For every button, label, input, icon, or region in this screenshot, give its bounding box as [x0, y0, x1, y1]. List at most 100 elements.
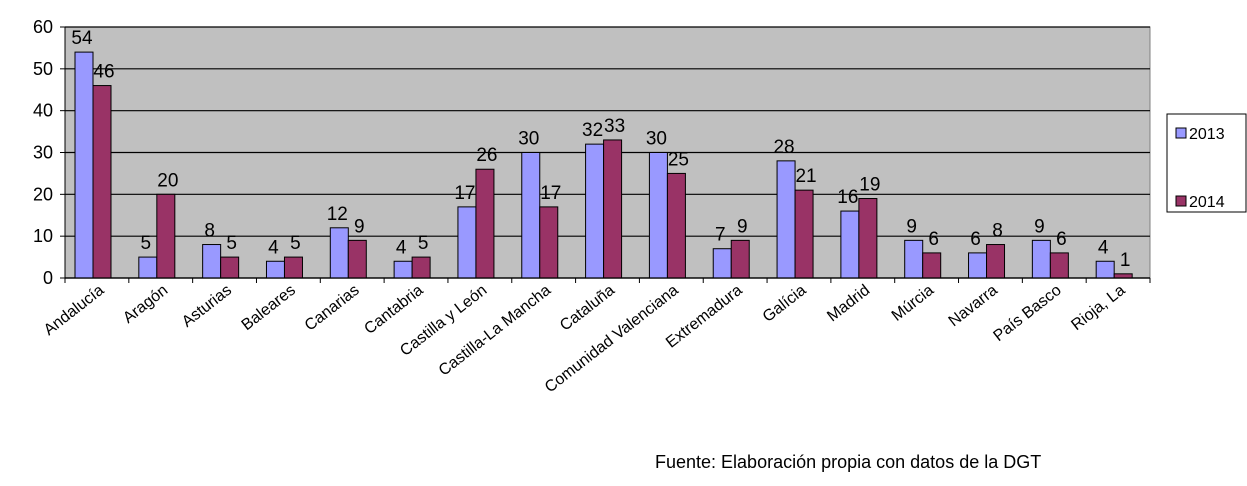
- bar-2013: [968, 252, 988, 279]
- data-label-2014: 5: [290, 233, 301, 254]
- y-tick-label: 40: [33, 101, 53, 121]
- legend-swatch-2013: [1175, 127, 1187, 139]
- x-tick-label: Cantabria: [361, 282, 426, 338]
- data-label-2013: 9: [1034, 216, 1045, 237]
- x-tick-label: País Basco: [990, 282, 1064, 345]
- y-tick-label: 20: [33, 184, 53, 204]
- data-label-2013: 30: [646, 129, 667, 150]
- legend-swatch-2014: [1175, 195, 1187, 207]
- y-tick-label: 30: [33, 143, 53, 163]
- bar-2013: [648, 152, 668, 279]
- data-label-2013: 4: [268, 237, 279, 258]
- data-label-2014: 19: [859, 175, 880, 196]
- data-label-2014: 6: [1056, 229, 1067, 250]
- data-label-2013: 17: [454, 183, 475, 204]
- bar-2013: [585, 143, 605, 279]
- bar-2014: [666, 172, 686, 279]
- data-label-2014: 5: [418, 233, 429, 254]
- bar-2013: [457, 206, 477, 279]
- data-label-2014: 6: [928, 229, 939, 250]
- x-tick-label: Cataluña: [557, 282, 618, 335]
- data-label-2014: 1: [1120, 250, 1131, 271]
- x-tick-label: Aragón: [120, 282, 171, 327]
- bar-2014: [922, 252, 942, 279]
- data-label-2014: 8: [992, 221, 1003, 242]
- data-label-2014: 33: [604, 116, 625, 137]
- data-label-2013: 4: [396, 237, 407, 258]
- bar-2014: [794, 189, 814, 279]
- x-tick-label: Galícia: [760, 282, 810, 326]
- x-tick-label: Rioja, La: [1068, 282, 1128, 334]
- data-label-2013: 6: [970, 229, 981, 250]
- y-tick-label: 60: [33, 17, 53, 37]
- bar-2013: [329, 227, 349, 279]
- x-axis: Andalucía Aragón Asturias Baleares CanariasC…: [41, 277, 1151, 396]
- bar-2014: [283, 256, 303, 279]
- bar-2013: [521, 152, 541, 279]
- data-label-2013: 7: [715, 225, 726, 246]
- bar-2014: [539, 206, 559, 279]
- x-tick-label: Múrcia: [889, 282, 937, 325]
- bar-2014: [220, 256, 240, 279]
- bar-2014: [1049, 252, 1069, 279]
- bars: [74, 51, 1133, 279]
- bar-2014: [347, 239, 367, 279]
- source-note: Fuente: Elaboración propia con datos de …: [655, 452, 1042, 472]
- bar-2014: [603, 139, 623, 279]
- data-label-2013: 4: [1098, 237, 1109, 258]
- data-label-2013: 8: [204, 221, 215, 242]
- bar-2014: [475, 168, 495, 279]
- bar-2014: [730, 239, 750, 279]
- bar-2014: [986, 244, 1006, 279]
- data-label-2014: 21: [795, 166, 816, 187]
- bar-2013: [840, 210, 860, 279]
- bar-2014: [858, 198, 878, 279]
- data-label-2014: 25: [668, 149, 689, 170]
- data-label-2013: 9: [906, 216, 917, 237]
- data-label-2013: 28: [773, 137, 794, 158]
- y-tick-label: 0: [43, 268, 53, 288]
- bar-2013: [138, 256, 158, 279]
- legend: 2013 2014: [1166, 113, 1247, 213]
- bar-2013: [904, 239, 924, 279]
- data-label-2014: 17: [540, 183, 561, 204]
- data-label-2013: 30: [518, 129, 539, 150]
- bar-2013: [265, 260, 285, 279]
- data-label-2014: 5: [226, 233, 237, 254]
- bar-2013: [1031, 239, 1051, 279]
- data-label-2014: 26: [476, 145, 497, 166]
- bar-2013: [1095, 260, 1115, 279]
- bar-2013: [776, 160, 796, 279]
- x-tick-label: Madrid: [824, 282, 873, 326]
- bar-2013: [393, 260, 413, 279]
- bar-2014: [1113, 273, 1133, 279]
- data-label-2014: 20: [157, 170, 178, 191]
- y-tick-label: 10: [33, 226, 53, 246]
- bar-2014: [92, 85, 112, 279]
- data-label-2013: 54: [71, 28, 93, 49]
- data-label-2014: 46: [93, 62, 114, 83]
- data-label-2013: 32: [582, 120, 603, 141]
- data-label-2014: 9: [354, 216, 365, 237]
- x-tick-label: Asturias: [179, 282, 235, 331]
- x-tick-label: Baleares: [239, 282, 299, 334]
- bar-2013: [74, 51, 94, 279]
- data-label-2014: 9: [737, 216, 748, 237]
- y-tick-label: 50: [33, 59, 53, 79]
- bar-2013: [712, 248, 732, 279]
- x-tick-label: Castilla-La Mancha: [436, 282, 554, 380]
- y-axis: 0 10 20 30 40 50 60: [33, 17, 66, 288]
- bar-2014: [411, 256, 431, 279]
- legend-label-2013: 2013: [1189, 126, 1225, 143]
- data-label-2013: 5: [141, 233, 152, 254]
- bar-2013: [202, 244, 222, 279]
- bar-2014: [156, 193, 176, 279]
- x-tick-label: Canarias: [302, 282, 363, 335]
- data-label-2013: 12: [327, 204, 348, 225]
- data-label-2013: 16: [837, 187, 858, 208]
- legend-label-2014: 2014: [1189, 194, 1225, 211]
- x-tick-label: Navarra: [946, 282, 1001, 330]
- x-tick-label: Andalucía: [41, 282, 108, 339]
